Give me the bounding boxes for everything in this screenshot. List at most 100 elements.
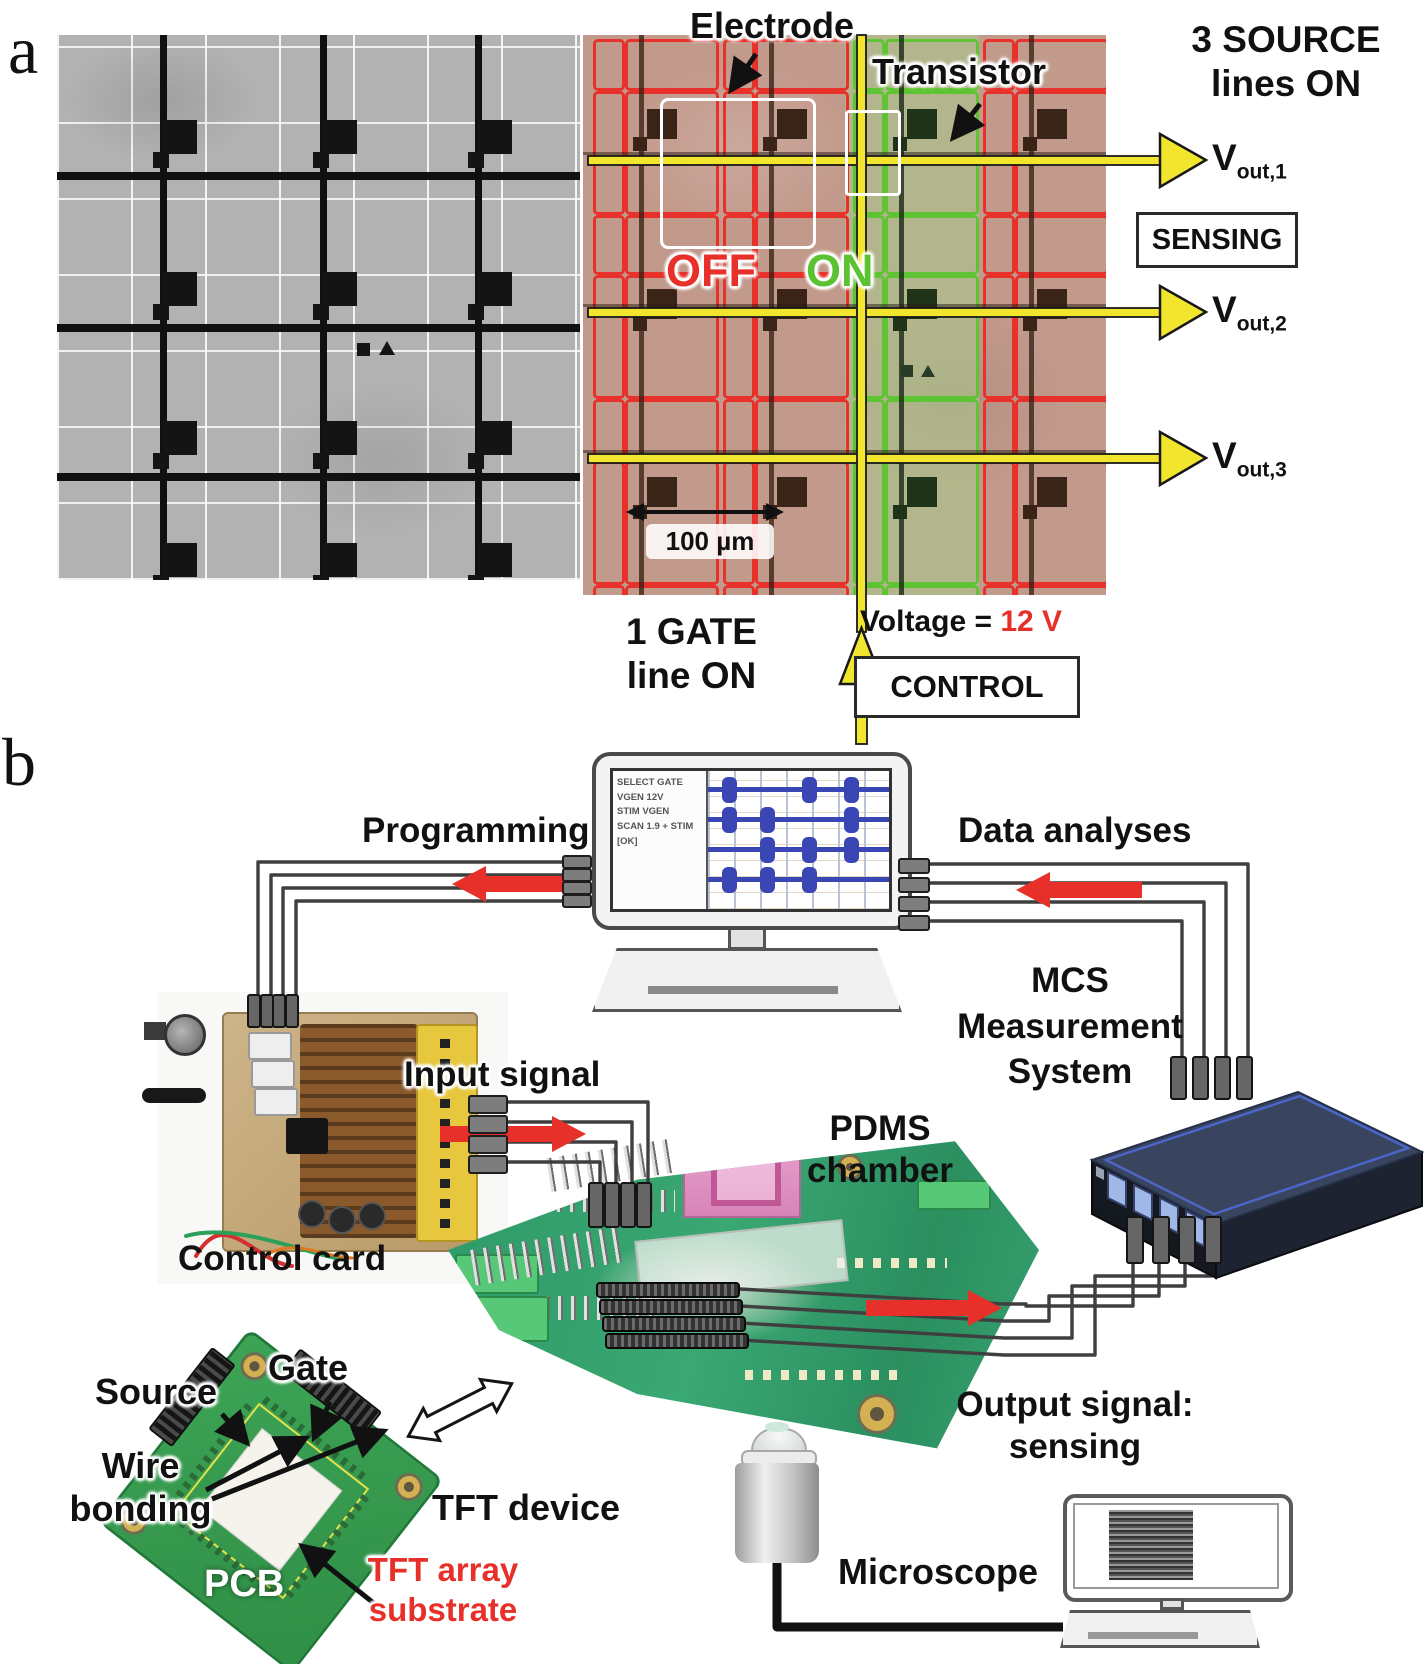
- board-input-plug: [588, 1182, 604, 1228]
- capacitor: [328, 1206, 356, 1234]
- pixel-pad: [893, 317, 907, 331]
- waveform-burst: [802, 867, 817, 893]
- pixel-pad: [1023, 317, 1037, 331]
- microscope-monitor-base: [1060, 1610, 1260, 1648]
- pixel-cell: [885, 39, 979, 91]
- waveform-trace: [708, 817, 889, 822]
- microscope-label: Microscope: [838, 1551, 1039, 1592]
- pixel-pad: [633, 317, 647, 331]
- pixel-pad: [153, 575, 169, 580]
- vout2-label: Vout,2: [1212, 289, 1287, 336]
- pixel-pad: [313, 575, 329, 580]
- waveform-burst: [760, 837, 775, 863]
- waveform-burst: [844, 837, 859, 863]
- pixel-cell: [983, 585, 1015, 595]
- waveform-burst: [760, 867, 775, 893]
- pixel-pad: [777, 477, 807, 507]
- pixel-pad: [907, 477, 937, 507]
- solder-pads: [837, 1258, 947, 1268]
- bnc-connector: [164, 1014, 206, 1056]
- tft-array-arrow: [298, 1542, 392, 1618]
- pixel-pad: [468, 575, 484, 580]
- waveform-burst: [844, 807, 859, 833]
- pixel-pad: [1037, 477, 1067, 507]
- board-input-plug: [636, 1182, 652, 1228]
- grid-line: [57, 172, 580, 180]
- gate-metal-line: [583, 450, 1106, 453]
- pixel-cell: [1015, 39, 1106, 91]
- microscope-screen: [1073, 1503, 1279, 1589]
- board-input-plug: [604, 1182, 620, 1228]
- mounting-hole: [857, 1394, 897, 1434]
- exchange-arrow: [405, 1377, 515, 1443]
- panel-a-tag: a: [8, 12, 39, 88]
- pixel-pad: [478, 272, 512, 306]
- microscope-monitor: [1063, 1494, 1293, 1602]
- source-label: Source: [95, 1371, 218, 1412]
- source-arrow: [214, 1408, 251, 1447]
- output-connector: [599, 1299, 743, 1315]
- gate-arrow: [310, 1400, 343, 1443]
- keyboard: [592, 948, 902, 1012]
- electrode-outline: [660, 98, 816, 249]
- mounting-hole: [837, 1154, 863, 1180]
- vout3-label: Vout,3: [1212, 435, 1287, 482]
- pixel-pad: [633, 137, 647, 151]
- waveform-display: [708, 771, 889, 909]
- waveform-trace: [708, 847, 889, 852]
- tft-array-caption: TFT array substrate: [367, 1551, 519, 1628]
- mcs-bottom-plug: [1204, 1216, 1222, 1264]
- pixel-cell: [853, 275, 885, 399]
- capacitor: [358, 1202, 386, 1230]
- monitor-plug: [898, 896, 930, 912]
- pixel-pad: [763, 137, 777, 151]
- grayscale-micrograph: [57, 35, 580, 580]
- input-signal-label: Input signal: [404, 1055, 601, 1094]
- pixel-pad: [647, 477, 677, 507]
- voltage-caption: Voltage = 12 V: [860, 605, 1063, 638]
- sensing-box: SENSING: [1136, 212, 1298, 268]
- transistor-outline: [845, 110, 901, 196]
- pixel-cell: [625, 39, 719, 91]
- pixel-cell: [983, 215, 1015, 275]
- pixel-cell: [885, 215, 979, 275]
- bnc-stub: [144, 1022, 166, 1040]
- voltage-value: 12 V: [1000, 605, 1063, 638]
- pixel-pad: [163, 543, 197, 577]
- relay: [254, 1088, 298, 1116]
- pixel-pad: [153, 304, 169, 320]
- pixel-pad: [323, 421, 357, 455]
- pixel-cell: [625, 275, 719, 399]
- pixel-cell: [885, 275, 979, 399]
- black-cable: [142, 1088, 206, 1103]
- pixel-cell: [593, 215, 625, 275]
- pixel-cell: [853, 585, 885, 595]
- output-arrow: [866, 1290, 1002, 1326]
- waveform-burst: [760, 807, 775, 833]
- card-right-plug: [468, 1115, 508, 1134]
- monitor-plug: [898, 858, 930, 874]
- waveform-burst: [722, 777, 737, 803]
- relay: [248, 1032, 292, 1060]
- wire-bonding-caption: Wire bonding: [69, 1445, 212, 1530]
- pixel-pad: [468, 152, 484, 168]
- pixel-cell: [983, 39, 1015, 91]
- waveform-burst: [802, 777, 817, 803]
- scale-bar-right-arrowhead: [766, 503, 784, 521]
- electrode-arrow: [728, 52, 763, 95]
- card-right-plug: [468, 1135, 508, 1154]
- pixel-pad: [153, 453, 169, 469]
- gate-line-caption: 1 GATE line ON: [626, 611, 757, 697]
- gate-label: Gate: [268, 1347, 349, 1388]
- output-connector: [596, 1282, 740, 1298]
- pixel-cell: [885, 585, 979, 595]
- waveform-trace: [708, 877, 889, 882]
- scale-bar: [640, 510, 770, 514]
- board-input-plug: [620, 1182, 636, 1228]
- microscope-monitor-stand: [1160, 1598, 1184, 1610]
- pixel-pad: [163, 421, 197, 455]
- programming-label: Programming: [362, 811, 590, 850]
- pcb-label: PCB: [204, 1563, 285, 1605]
- waveform-burst: [722, 867, 737, 893]
